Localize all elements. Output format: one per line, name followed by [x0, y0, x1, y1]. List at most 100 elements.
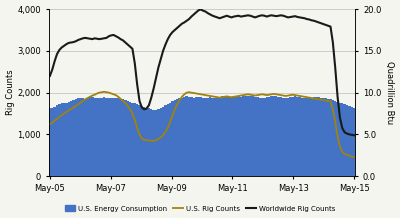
Bar [152, 110, 155, 176]
Bar [280, 97, 282, 176]
Bar [327, 99, 329, 176]
Bar [299, 97, 301, 176]
Bar [306, 99, 308, 176]
Bar [190, 97, 192, 176]
Bar [63, 104, 65, 176]
Y-axis label: Rig Counts: Rig Counts [6, 70, 14, 116]
Bar [200, 97, 202, 176]
Bar [235, 96, 237, 176]
Bar [100, 98, 103, 176]
Bar [310, 98, 313, 176]
Bar [91, 97, 94, 176]
Bar [79, 98, 82, 176]
Bar [226, 96, 228, 176]
Bar [143, 107, 146, 176]
Bar [124, 100, 126, 176]
Bar [103, 97, 105, 176]
Bar [214, 98, 216, 176]
Bar [75, 99, 77, 176]
Bar [325, 99, 327, 176]
Bar [65, 103, 68, 176]
Bar [115, 98, 117, 176]
Bar [197, 97, 200, 176]
Bar [296, 97, 299, 176]
Bar [284, 98, 287, 176]
Bar [334, 101, 336, 176]
Bar [131, 103, 134, 176]
Bar [146, 108, 148, 176]
Bar [174, 100, 176, 176]
Bar [108, 98, 110, 176]
Bar [346, 105, 348, 176]
Bar [110, 99, 112, 176]
Bar [138, 105, 141, 176]
Bar [136, 104, 138, 176]
Bar [223, 95, 226, 176]
Bar [350, 107, 353, 176]
Bar [129, 102, 131, 176]
Bar [344, 104, 346, 176]
Bar [313, 97, 315, 176]
Bar [282, 98, 284, 176]
Bar [341, 104, 344, 176]
Bar [167, 104, 169, 176]
Bar [320, 98, 322, 176]
Bar [72, 100, 75, 176]
Bar [96, 99, 98, 176]
Bar [261, 98, 263, 176]
Bar [183, 97, 186, 176]
Bar [266, 97, 268, 176]
Bar [98, 98, 100, 176]
Bar [237, 96, 240, 176]
Bar [117, 98, 120, 176]
Bar [252, 96, 254, 176]
Bar [318, 97, 320, 176]
Bar [249, 96, 252, 176]
Bar [122, 99, 124, 176]
Y-axis label: Quadrillion Btu: Quadrillion Btu [386, 61, 394, 124]
Bar [247, 95, 249, 176]
Bar [171, 101, 174, 176]
Bar [256, 97, 258, 176]
Bar [51, 108, 54, 176]
Bar [268, 97, 270, 176]
Bar [230, 97, 233, 176]
Bar [289, 97, 292, 176]
Bar [273, 96, 275, 176]
Bar [292, 97, 294, 176]
Bar [155, 110, 157, 176]
Bar [278, 97, 280, 176]
Bar [186, 96, 188, 176]
Bar [263, 98, 266, 176]
Bar [336, 102, 339, 176]
Legend: U.S. Energy Consumption, U.S. Rig Counts, Worldwide Rig Counts: U.S. Energy Consumption, U.S. Rig Counts… [62, 203, 338, 215]
Bar [212, 98, 214, 176]
Bar [58, 104, 60, 176]
Bar [169, 103, 171, 176]
Bar [77, 99, 79, 176]
Bar [164, 105, 167, 176]
Bar [332, 100, 334, 176]
Bar [294, 96, 296, 176]
Bar [258, 98, 261, 176]
Bar [353, 108, 355, 176]
Bar [308, 98, 310, 176]
Bar [120, 99, 122, 176]
Bar [60, 103, 63, 176]
Bar [178, 99, 181, 176]
Bar [204, 98, 207, 176]
Bar [134, 104, 136, 176]
Bar [254, 97, 256, 176]
Bar [303, 98, 306, 176]
Bar [82, 98, 84, 176]
Bar [157, 109, 160, 176]
Bar [275, 96, 278, 176]
Bar [148, 109, 150, 176]
Bar [86, 98, 89, 176]
Bar [192, 98, 195, 176]
Bar [181, 98, 183, 176]
Bar [202, 98, 204, 176]
Bar [195, 97, 197, 176]
Bar [150, 109, 152, 176]
Bar [94, 98, 96, 176]
